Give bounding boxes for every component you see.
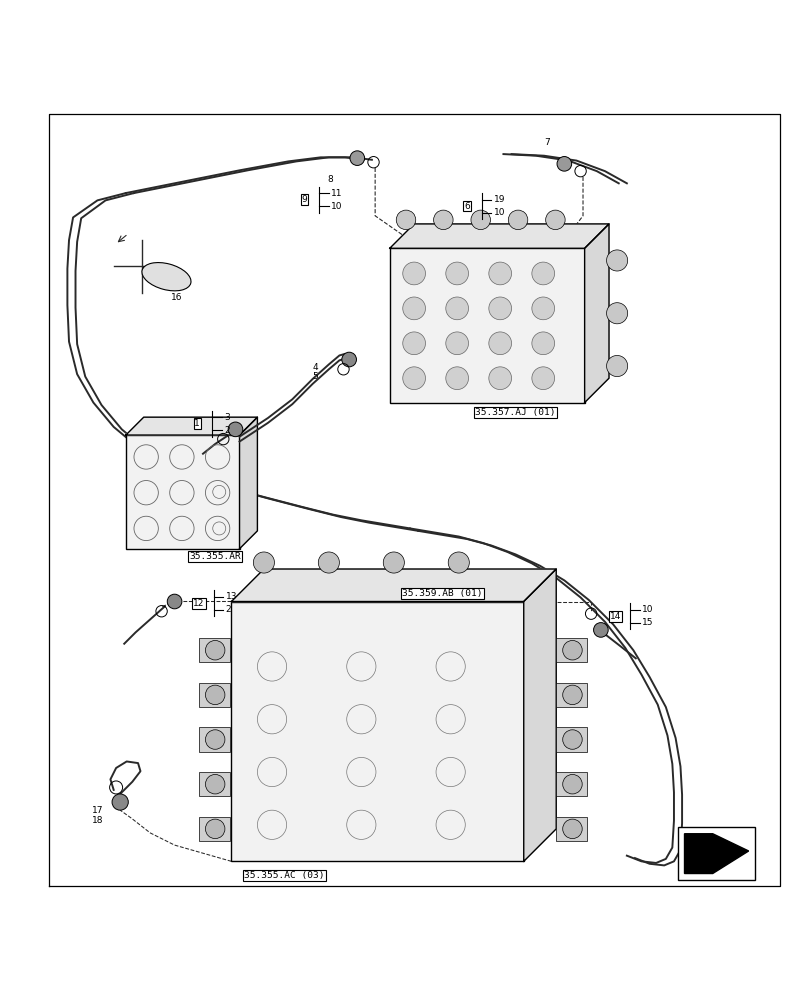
Bar xyxy=(199,817,230,841)
Circle shape xyxy=(253,552,274,573)
Circle shape xyxy=(402,262,425,285)
Bar xyxy=(389,248,584,403)
Circle shape xyxy=(531,297,554,320)
Text: 5: 5 xyxy=(312,372,318,381)
Polygon shape xyxy=(239,417,257,549)
Circle shape xyxy=(396,210,415,230)
Circle shape xyxy=(350,151,364,165)
Circle shape xyxy=(531,367,554,390)
Circle shape xyxy=(488,332,511,355)
Circle shape xyxy=(205,774,225,794)
Circle shape xyxy=(205,685,225,705)
Circle shape xyxy=(445,297,468,320)
Ellipse shape xyxy=(142,263,191,291)
Text: 2: 2 xyxy=(224,426,230,435)
Bar xyxy=(199,727,230,752)
Bar xyxy=(677,827,754,880)
Text: 4: 4 xyxy=(312,363,318,372)
Circle shape xyxy=(606,303,627,324)
Text: 35.357.AJ (01): 35.357.AJ (01) xyxy=(474,408,556,417)
Circle shape xyxy=(562,730,581,749)
Bar xyxy=(556,817,586,841)
Circle shape xyxy=(112,794,128,810)
Bar xyxy=(556,727,586,752)
Circle shape xyxy=(341,352,356,367)
Polygon shape xyxy=(126,417,257,435)
Text: 35.355.AR: 35.355.AR xyxy=(189,552,241,561)
Bar xyxy=(199,683,230,707)
Text: 12: 12 xyxy=(193,599,204,608)
Bar xyxy=(231,601,523,861)
Circle shape xyxy=(445,367,468,390)
Circle shape xyxy=(383,552,404,573)
Text: 17: 17 xyxy=(92,806,104,815)
Circle shape xyxy=(606,250,627,271)
Text: 14: 14 xyxy=(609,612,620,621)
Circle shape xyxy=(470,210,490,230)
Text: 15: 15 xyxy=(642,618,653,627)
Text: 3: 3 xyxy=(224,413,230,422)
Bar xyxy=(556,683,586,707)
Text: 35.359.AB (01): 35.359.AB (01) xyxy=(401,589,483,598)
Text: 35.355.AC (03): 35.355.AC (03) xyxy=(243,871,324,880)
Circle shape xyxy=(562,774,581,794)
Text: 16: 16 xyxy=(170,293,182,302)
Circle shape xyxy=(205,730,225,749)
Circle shape xyxy=(562,640,581,660)
Polygon shape xyxy=(231,569,556,601)
Polygon shape xyxy=(389,224,608,248)
Circle shape xyxy=(228,422,242,437)
Circle shape xyxy=(402,297,425,320)
Text: 19: 19 xyxy=(493,195,504,204)
Text: 10: 10 xyxy=(642,605,653,614)
Bar xyxy=(556,638,586,662)
Bar xyxy=(556,772,586,796)
Text: 7: 7 xyxy=(543,138,549,147)
Text: 11: 11 xyxy=(331,189,342,198)
Circle shape xyxy=(488,297,511,320)
Circle shape xyxy=(402,332,425,355)
Circle shape xyxy=(445,262,468,285)
Text: 9: 9 xyxy=(301,195,307,204)
Circle shape xyxy=(205,640,225,660)
Text: 8: 8 xyxy=(327,175,333,184)
Circle shape xyxy=(433,210,453,230)
Bar xyxy=(199,772,230,796)
Text: 10: 10 xyxy=(493,208,504,217)
Circle shape xyxy=(402,367,425,390)
Circle shape xyxy=(606,355,627,377)
Circle shape xyxy=(488,262,511,285)
Circle shape xyxy=(545,210,564,230)
Text: 18: 18 xyxy=(92,816,104,825)
Circle shape xyxy=(167,594,182,609)
Polygon shape xyxy=(523,569,556,861)
Polygon shape xyxy=(684,834,748,874)
Circle shape xyxy=(448,552,469,573)
Circle shape xyxy=(531,332,554,355)
Text: 13: 13 xyxy=(225,592,237,601)
Text: 6: 6 xyxy=(463,202,470,211)
Circle shape xyxy=(445,332,468,355)
Circle shape xyxy=(562,685,581,705)
Bar xyxy=(199,638,230,662)
Circle shape xyxy=(205,819,225,839)
Circle shape xyxy=(531,262,554,285)
Text: 2: 2 xyxy=(225,605,231,614)
Circle shape xyxy=(593,623,607,637)
Polygon shape xyxy=(584,224,608,403)
Text: 1: 1 xyxy=(194,419,200,428)
Text: 10: 10 xyxy=(331,202,342,211)
Circle shape xyxy=(508,210,527,230)
Circle shape xyxy=(562,819,581,839)
Circle shape xyxy=(556,157,571,171)
Bar xyxy=(126,435,239,549)
Circle shape xyxy=(488,367,511,390)
Circle shape xyxy=(318,552,339,573)
